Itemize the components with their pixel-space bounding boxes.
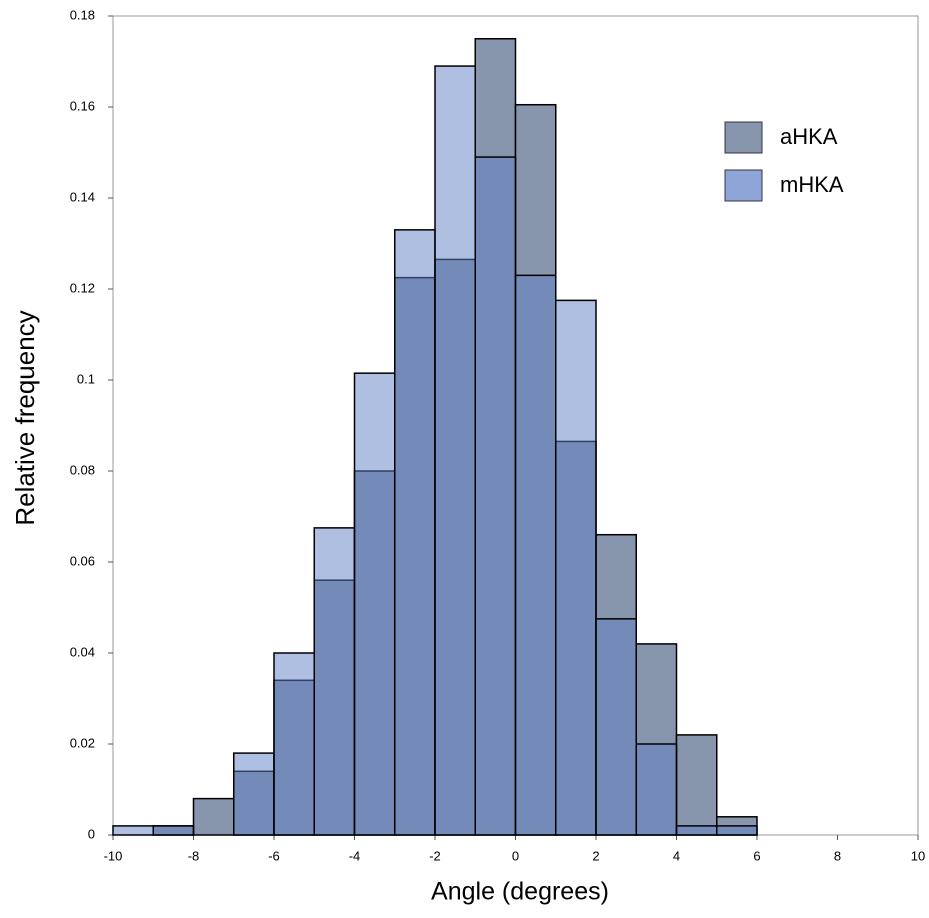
bar	[514, 274, 557, 836]
bar	[112, 825, 154, 836]
y-tick-label: 0	[88, 826, 95, 841]
y-tick-label: 0.08	[70, 462, 95, 477]
bar	[675, 734, 718, 836]
bar	[192, 797, 235, 836]
x-tick-label: 4	[673, 848, 680, 863]
bar	[555, 299, 597, 836]
bar	[675, 825, 718, 836]
bar	[595, 618, 637, 836]
bar	[394, 229, 436, 836]
legend-label: aHKA	[780, 124, 838, 149]
x-axis-label: Angle (degrees)	[431, 878, 609, 906]
y-tick-label: 0.16	[70, 98, 95, 113]
x-tick-label: -4	[349, 848, 361, 863]
bar	[434, 65, 476, 836]
bar	[273, 652, 315, 836]
y-tick-label: 0.1	[77, 371, 95, 386]
x-tick-label: 0	[512, 848, 519, 863]
bar	[635, 743, 678, 836]
y-tick-label: 0.06	[70, 553, 95, 568]
bar	[313, 527, 356, 836]
legend-label: mHKA	[780, 172, 844, 197]
x-tick-label: -8	[188, 848, 200, 863]
bar	[152, 825, 195, 836]
y-tick-label: 0.14	[70, 189, 95, 204]
bar	[233, 752, 275, 836]
legend-swatch	[724, 169, 763, 202]
bar	[353, 372, 396, 836]
y-tick-label: 0.04	[70, 644, 95, 659]
bar	[716, 825, 758, 836]
x-tick-label: 10	[911, 848, 925, 863]
x-tick-label: -2	[429, 848, 441, 863]
y-tick-label: 0.02	[70, 735, 95, 750]
y-tick-label: 0.18	[70, 7, 95, 22]
x-tick-label: 8	[834, 848, 841, 863]
legend-swatch	[724, 121, 763, 154]
x-tick-label: -10	[104, 848, 123, 863]
y-tick-label: 0.12	[70, 280, 95, 295]
y-axis-label: Relative frequency	[10, 310, 40, 525]
x-tick-label: 2	[592, 848, 599, 863]
x-tick-label: 6	[753, 848, 760, 863]
x-tick-label: -6	[268, 848, 280, 863]
bar	[474, 156, 517, 836]
